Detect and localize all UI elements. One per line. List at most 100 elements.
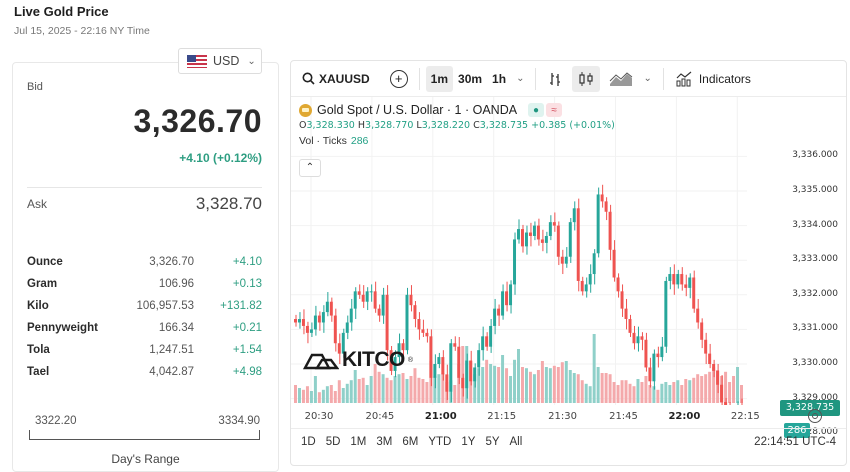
last-price-tag: 3,328.735 (780, 399, 840, 416)
page-title: Live Gold Price (14, 4, 109, 19)
high-value: 3,328.770 (365, 120, 414, 131)
price-tick: 3,329.000 (792, 392, 838, 403)
time-tick: 21:00 (424, 411, 457, 422)
unit-name: Tola (27, 344, 50, 356)
unit-name: Ounce (27, 256, 63, 268)
currency-select[interactable]: USD ⌄ (178, 48, 262, 74)
range-5d[interactable]: 5D (325, 436, 341, 448)
candles-style-button[interactable] (572, 65, 601, 92)
candlestick-plot[interactable] (291, 97, 847, 405)
time-tick: 21:30 (548, 411, 578, 422)
divider (27, 187, 262, 188)
low-label: L (416, 120, 422, 131)
kitco-wordmark: KITCO (342, 348, 405, 371)
toolbar-divider (662, 67, 664, 90)
interval-1m[interactable]: 1m (425, 65, 454, 92)
range-3m[interactable]: 3M (376, 436, 393, 448)
legend-title-row: Gold Spot / U.S. Dollar · 1 · OANDA ● ≈ (299, 103, 615, 117)
unit-row-ounce: Ounce 3,326.70 +4.10 (27, 251, 262, 273)
days-range-label: Day's Range (111, 452, 180, 466)
volume-legend: Vol · Ticks 286 (299, 135, 615, 147)
price-tick: 3,332.000 (792, 288, 838, 299)
chart-clock-timezone[interactable]: 22:14:51 UTC-4 (754, 436, 836, 448)
price-chart: XAUUSD + 1m 30m 1h ⌄ ⌄ Indicators Gold S… (290, 60, 847, 466)
chart-type-chevron-icon[interactable]: ⌄ (643, 73, 652, 84)
symbol-title: Gold Spot / U.S. Dollar · 1 · OANDA (317, 103, 518, 117)
page-timestamp: Jul 15, 2025 - 22:16 NY Time (14, 25, 150, 37)
range-ytd[interactable]: YTD (428, 436, 452, 448)
candlestick-icon (579, 71, 594, 86)
interval-1h[interactable]: 1h (492, 71, 507, 86)
bid-change: +4.10 (+0.12%) (179, 151, 262, 165)
unit-value: 4,042.87 (149, 366, 194, 378)
open-label: O (299, 120, 307, 131)
kitco-watermark: KITCO ® (303, 348, 413, 372)
unit-row-pennyweight: Pennyweight 166.34 +0.21 (27, 317, 262, 339)
unit-change: +0.21 (232, 322, 262, 334)
search-icon (302, 72, 315, 85)
range-5y[interactable]: 5Y (485, 436, 500, 448)
symbol-search-button[interactable]: XAUUSD (297, 66, 375, 92)
plus-circle-icon: + (389, 69, 408, 88)
kitco-logo-icon (303, 353, 339, 370)
unit-value: 1,247.51 (149, 344, 194, 356)
time-tick: 22:00 (668, 411, 701, 422)
price-tick: 3,335.000 (792, 185, 838, 195)
unit-row-gram: Gram 106.96 +0.13 (27, 273, 262, 295)
time-tick: 21:45 (609, 411, 638, 422)
range-6m[interactable]: 6M (402, 436, 419, 448)
change-value: +0.385 (+0.01%) (531, 120, 615, 131)
range-1y[interactable]: 1Y (461, 436, 476, 448)
price-tick: 3,334.000 (792, 219, 838, 230)
date-range-bar: 1D 5D 1M 3M 6M YTD 1Y 5Y All 22:14:51 UT… (301, 436, 836, 448)
open-value: 3,328.330 (306, 120, 355, 131)
interval-30m[interactable]: 30m (458, 71, 483, 86)
unit-change: +131.82 (220, 300, 262, 312)
days-range-bar (29, 430, 260, 440)
unit-name: Pennyweight (27, 322, 98, 334)
chart-toolbar: XAUUSD + 1m 30m 1h ⌄ ⌄ Indicators (291, 61, 846, 97)
area-chart-icon (610, 71, 633, 86)
low-value: 3,328.220 (421, 120, 471, 131)
price-axis[interactable]: 3,336.000 3,335.000 3,334.000 3,333.000 3,33… (746, 97, 846, 438)
unit-change: +0.13 (232, 278, 262, 290)
price-tick: 3,330.000 (792, 358, 838, 368)
unit-price-table: Ounce 3,326.70 +4.10 Gram 106.96 +0.13 K… (27, 251, 262, 383)
unit-row-tola: Tola 1,247.51 +1.54 (27, 339, 262, 361)
chart-settings-gear-icon[interactable] (808, 409, 822, 423)
range-1m[interactable]: 1M (350, 436, 367, 448)
indicators-icon (676, 71, 692, 86)
interval-dropdown-chevron-icon[interactable]: ⌄ (516, 73, 525, 84)
market-open-dot-icon: ● (528, 103, 545, 117)
unit-value: 106,957.53 (136, 300, 194, 312)
time-tick: 21:15 (487, 411, 517, 422)
unit-row-kilo: Kilo 106,957.53 +131.82 (27, 295, 262, 317)
time-axis[interactable]: 20:30 20:45 21:00 21:15 21:30 21:45 22:00 22:15 (291, 405, 846, 429)
indicators-button[interactable]: Indicators (670, 66, 756, 92)
ask-label: Ask (27, 197, 48, 211)
toolbar-divider (535, 67, 537, 90)
range-high: 3334.90 (218, 415, 260, 427)
collapse-legend-button[interactable]: ⌃ (299, 159, 321, 177)
high-label: H (357, 120, 366, 131)
ohlc-values: O3,328.330 H3,328.770 L3,328.220 C3,328.… (299, 120, 615, 131)
close-value: 3,328.735 (479, 120, 529, 131)
price-tick: 3,331.000 (792, 323, 838, 334)
price-tick: 3,336.000 (792, 150, 838, 161)
bar-style-button[interactable] (542, 66, 568, 92)
indicators-label: Indicators (698, 71, 751, 86)
range-all[interactable]: All (509, 436, 523, 448)
unit-change: +4.10 (232, 256, 262, 268)
compare-symbol-button[interactable]: + (385, 66, 413, 92)
quote-panel: Bid 3,326.70 +4.10 (+0.12%) Ask 3,328.70… (12, 62, 279, 472)
unit-name: Gram (27, 278, 58, 290)
volume-label: Vol · Ticks (299, 135, 347, 147)
unit-name: Tael (27, 366, 50, 378)
price-tick: 3,328.000 (792, 427, 838, 438)
registered-mark: ® (407, 356, 413, 364)
unit-value: 3,326.70 (149, 256, 194, 268)
last-volume-tag: 286 (784, 422, 810, 438)
range-1d[interactable]: 1D (301, 436, 316, 448)
ask-price: 3,328.70 (195, 194, 262, 213)
area-style-button[interactable] (604, 66, 638, 92)
